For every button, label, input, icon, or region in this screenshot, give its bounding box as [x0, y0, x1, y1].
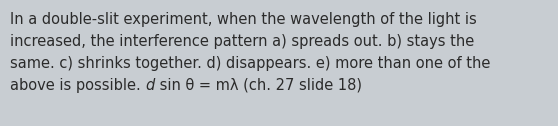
Text: d: d — [146, 78, 155, 93]
Text: increased, the interference pattern a) spreads out. b) stays the: increased, the interference pattern a) s… — [10, 34, 474, 49]
Text: above is possible.: above is possible. — [10, 78, 146, 93]
Text: In a double-slit experiment, when the wavelength of the light is: In a double-slit experiment, when the wa… — [10, 12, 477, 27]
Text: same. c) shrinks together. d) disappears. e) more than one of the: same. c) shrinks together. d) disappears… — [10, 56, 490, 71]
Text: sin θ = mλ (ch. 27 slide 18): sin θ = mλ (ch. 27 slide 18) — [155, 78, 362, 93]
